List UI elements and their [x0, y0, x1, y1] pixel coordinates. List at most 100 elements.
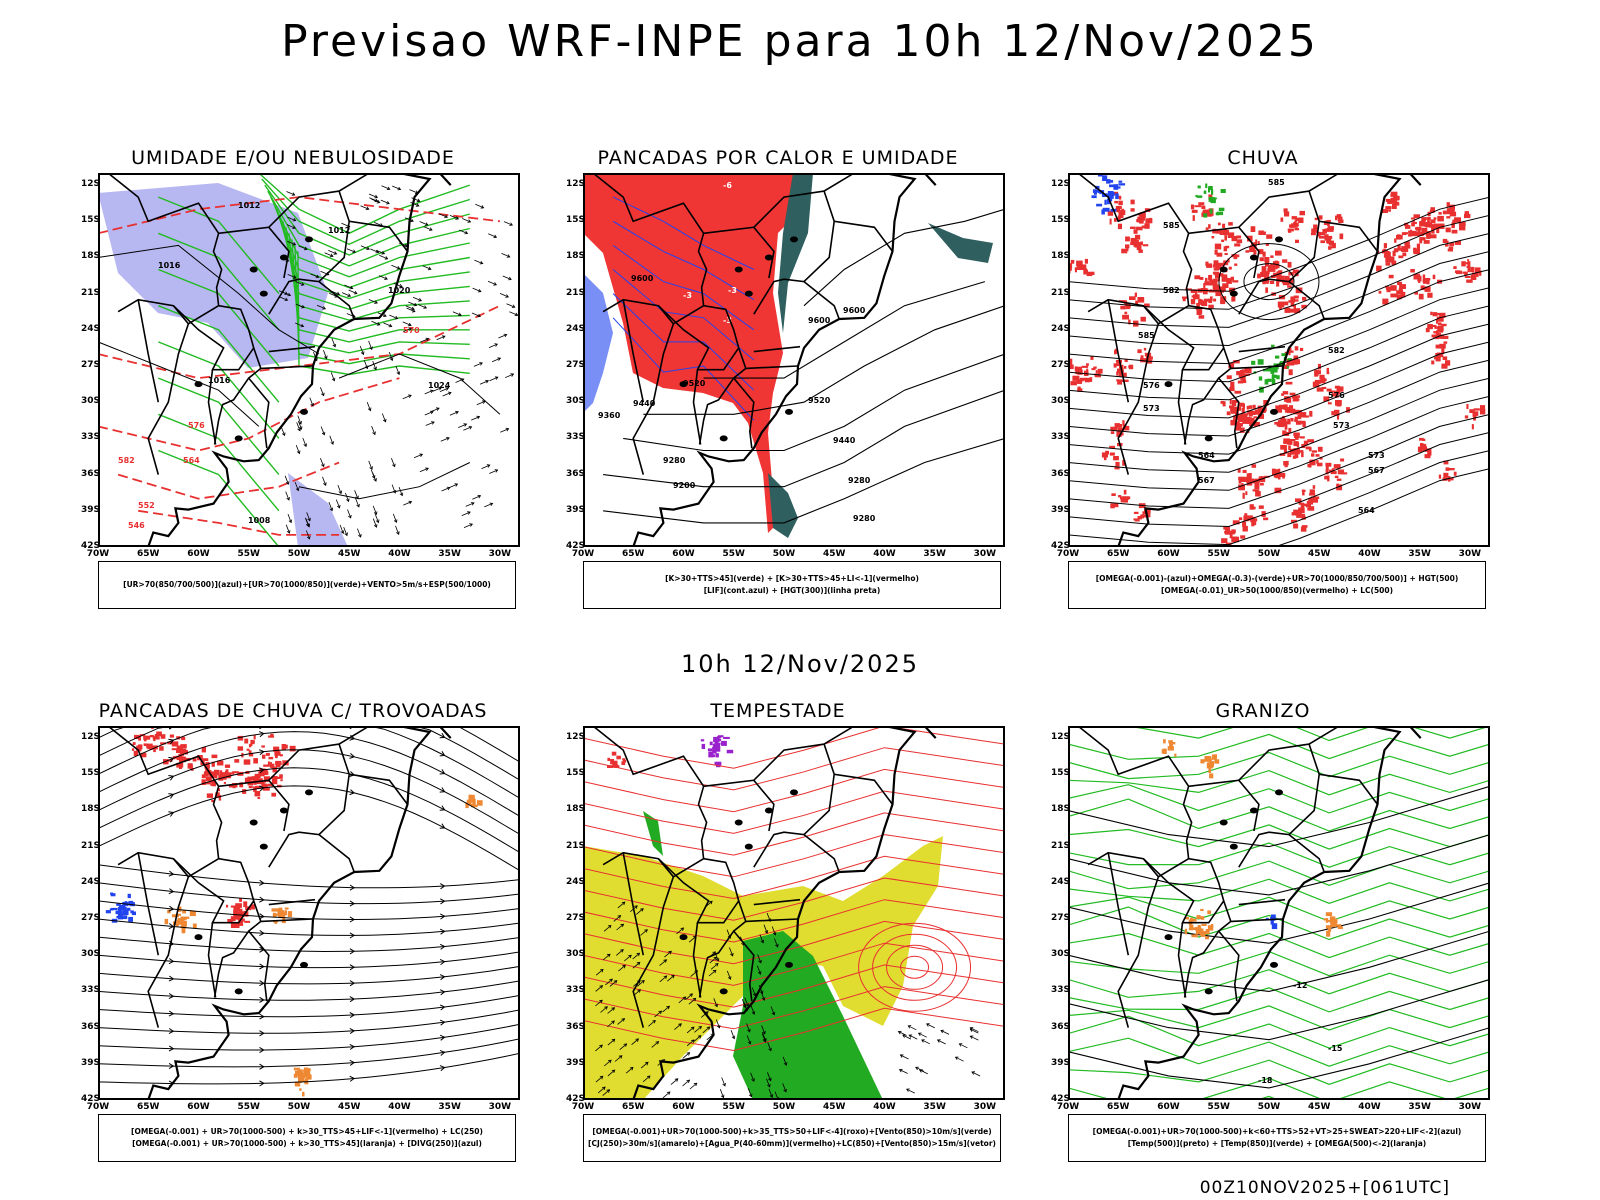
latitude-label: 30S	[565, 949, 585, 960]
hail-omega-area	[1189, 917, 1194, 923]
wind-vector	[324, 252, 334, 257]
wind-vector	[330, 372, 335, 381]
lake	[764, 254, 773, 261]
height-contour	[1068, 359, 1490, 455]
streamline-arrow	[439, 1034, 446, 1041]
lake	[300, 408, 308, 415]
rain-area	[1320, 240, 1326, 244]
temperature-850-contour	[1068, 969, 1490, 998]
thunderstorm-area	[239, 919, 243, 924]
rain-area	[1074, 268, 1077, 273]
rain-area	[1282, 282, 1290, 286]
wind-vector	[465, 502, 475, 507]
thunderstorm-area	[246, 748, 250, 751]
wind-vector-head	[429, 227, 433, 231]
wind-vector	[595, 969, 604, 976]
rain-area	[1425, 327, 1430, 333]
omega-area	[1115, 193, 1119, 200]
wind-vector	[678, 996, 686, 1004]
wind-vector-head	[315, 274, 320, 279]
thunderstorm-area	[265, 752, 270, 756]
omega-area	[1092, 189, 1098, 193]
rain-area	[1464, 415, 1469, 419]
lake	[679, 934, 688, 941]
rain-area	[1196, 303, 1200, 309]
rain-area	[1313, 224, 1318, 230]
height-contour	[623, 353, 1005, 452]
wind-vector-head	[769, 1094, 774, 1099]
streamline-arrow	[349, 900, 356, 907]
rain-area	[1385, 285, 1389, 288]
rain-area	[1258, 476, 1262, 480]
wind-vector	[750, 1072, 755, 1082]
thunderstorm-area	[176, 762, 184, 768]
latitude-label: 42S	[80, 541, 100, 551]
wind-vector	[298, 245, 308, 250]
rain-area	[1443, 472, 1449, 478]
rain-area	[1182, 296, 1189, 299]
rain-area	[1140, 216, 1146, 221]
rain-area	[1093, 366, 1097, 369]
state-border	[703, 726, 855, 788]
streamline-arrow	[349, 932, 356, 939]
rain-area	[1223, 228, 1228, 234]
wind-vector-head	[757, 971, 762, 975]
wind-vector	[316, 304, 326, 310]
hail-omega-area	[1192, 927, 1198, 930]
state-border	[657, 857, 740, 924]
thunderstorm-area	[211, 761, 215, 767]
wind-vector-head	[611, 1038, 616, 1043]
wind-vector	[370, 469, 375, 479]
rain-area	[1294, 228, 1300, 231]
rain-area	[1109, 452, 1115, 456]
state-border	[1117, 876, 1160, 1028]
legend-line: [UR>70(850/700/500)](azul)+[UR>70(1000/8…	[123, 580, 491, 589]
severe-storm-area	[700, 739, 705, 742]
legend-line: [CJ(250)>30m/s](amarelo)+[Agua_P(40-60mm…	[588, 1139, 996, 1148]
wind-vector	[686, 1039, 695, 1047]
divergence-area	[117, 908, 122, 911]
state-border	[1238, 345, 1286, 353]
thunderstorm-area	[263, 764, 270, 767]
wind-vector-head	[902, 1034, 906, 1038]
isobar	[338, 353, 501, 415]
wind-vector	[424, 390, 434, 395]
wind-vector-head	[494, 343, 498, 347]
rain-area	[1420, 443, 1424, 449]
thunderstorm-area	[251, 776, 258, 779]
wind-vector	[285, 491, 290, 501]
panel-title: PANCADAS POR CALOR E UMIDADE	[597, 147, 959, 169]
latitude-label: 36S	[1050, 468, 1070, 479]
hail-omega-area	[1189, 924, 1194, 929]
wind-vector-head	[383, 313, 387, 317]
rain-area	[1263, 271, 1270, 277]
lake	[249, 266, 258, 273]
thunderstorm-area	[160, 742, 166, 745]
wind-vector-head	[762, 1039, 767, 1043]
hail-omega-area	[1329, 916, 1336, 922]
lake	[305, 236, 313, 243]
rain-area	[1239, 422, 1243, 427]
omega-area	[1107, 191, 1114, 196]
hail-omega-area	[1196, 915, 1201, 919]
thunderstorm-area	[247, 776, 253, 781]
lake	[234, 435, 243, 442]
wind-vector-head	[636, 952, 641, 957]
streamline-arrow	[168, 1045, 175, 1052]
longitude-label: 55W	[1207, 549, 1230, 559]
rain-area	[1449, 211, 1457, 217]
rain-area	[1145, 355, 1152, 361]
lake	[1204, 988, 1213, 995]
rain-area	[1077, 388, 1083, 392]
wind-vector-head	[375, 519, 380, 524]
precipitable-water-area	[616, 755, 621, 760]
contour-label: -3	[728, 286, 737, 295]
wind-vector	[631, 1038, 639, 1046]
wind-vector	[287, 274, 297, 279]
wind-vector	[381, 185, 390, 190]
rain-area	[1384, 251, 1390, 256]
state-border	[753, 779, 775, 832]
rain-area	[1451, 229, 1458, 234]
rain-area	[1230, 276, 1234, 281]
rain-area	[1325, 462, 1332, 467]
